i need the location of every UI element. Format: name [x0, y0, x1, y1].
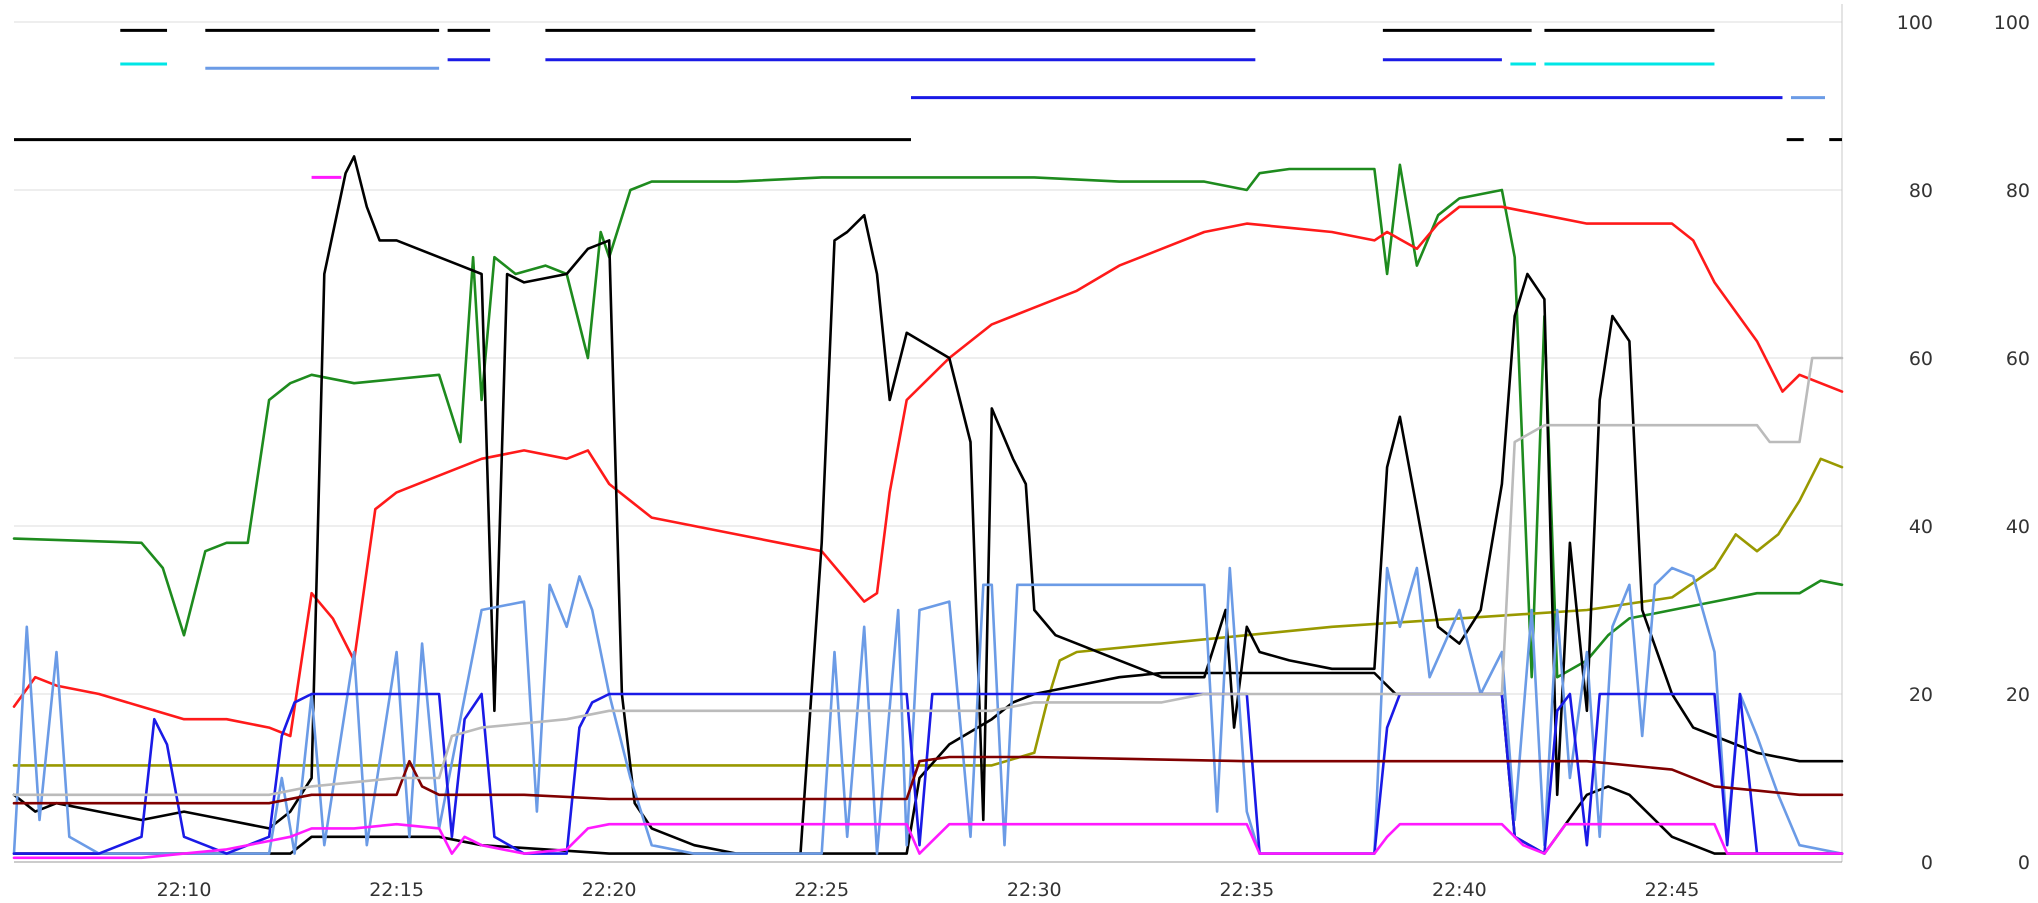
y-tick-label-outer: 80 [2006, 180, 2030, 202]
y-tick-label-outer: 60 [2006, 348, 2030, 370]
y-tick-label-outer: 100 [1994, 12, 2030, 34]
series-line-3 [12, 155, 1844, 855]
y-tick-label-inner: 80 [1909, 180, 1933, 202]
series-line-0 [12, 163, 1844, 679]
y-tick-label-outer: 0 [2018, 852, 2030, 874]
series-line-6 [12, 692, 1844, 855]
y-tick-label-inner: 60 [1909, 348, 1933, 370]
series-line-7 [12, 755, 1844, 805]
series-line-4 [12, 671, 1844, 855]
state-bars [14, 28, 1842, 179]
x-tick-label: 22:25 [794, 879, 849, 901]
series-line-9 [12, 356, 1844, 797]
x-tick-label: 22:10 [157, 879, 212, 901]
y-tick-label-outer: 40 [2006, 516, 2030, 538]
y-tick-label-inner: 100 [1897, 12, 1933, 34]
plot-frame [14, 4, 1843, 863]
y-tick-label-inner: 40 [1909, 516, 1933, 538]
x-tick-label: 22:35 [1219, 879, 1274, 901]
x-tick-label: 22:30 [1007, 879, 1062, 901]
x-tick-label: 22:45 [1645, 879, 1700, 901]
y-tick-label-inner: 0 [1921, 852, 1933, 874]
y-tick-label-inner: 20 [1909, 684, 1933, 706]
x-axis-ticks: 22:10 22:15 22:20 22:25 22:30 22:35 22:40 22:45 [157, 879, 1700, 901]
y-tick-label-outer: 20 [2006, 684, 2030, 706]
x-tick-label: 22:40 [1432, 879, 1487, 901]
series-lines [12, 155, 1844, 860]
x-tick-label: 22:20 [582, 879, 637, 901]
series-line-1 [12, 205, 1844, 738]
x-tick-label: 22:15 [369, 879, 424, 901]
y-axis-ticks: 100 80 60 40 20 0 100 80 60 40 20 0 [1897, 12, 2030, 874]
series-line-8 [12, 822, 1844, 860]
